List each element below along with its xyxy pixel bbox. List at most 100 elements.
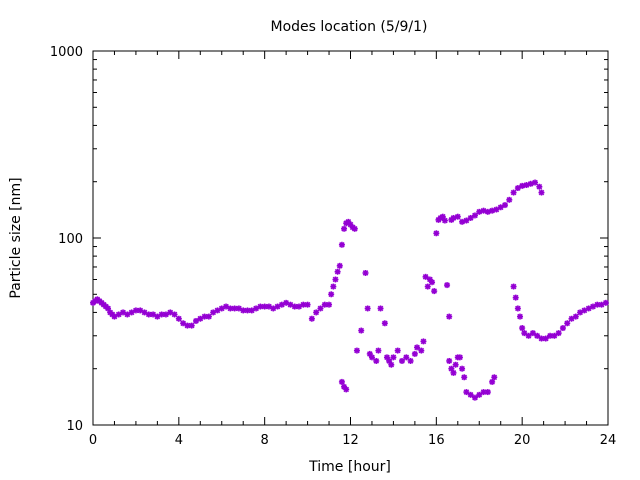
data-point [429,279,436,286]
data-point [313,309,320,316]
data-point [422,273,429,280]
data-point [368,354,375,361]
data-point [330,283,337,290]
data-point [559,325,566,332]
data-point [334,268,341,275]
x-tick-label: 12 [342,433,359,448]
data-point [201,313,208,320]
data-point [519,325,526,332]
data-point [433,230,440,237]
chart-title: Modes location (5/9/1) [271,19,428,35]
data-point [188,322,195,329]
data-point [358,327,365,334]
x-tick-label: 16 [428,433,445,448]
plot-frame [92,50,609,426]
data-point [227,305,234,312]
y-axis-label: Particle size [nm] [8,177,24,298]
data-point [338,241,345,248]
data-point [536,183,543,190]
data-point [538,189,545,196]
data-point [261,303,268,310]
data-point [555,330,562,337]
y-tick-label: 1000 [50,45,83,60]
data-point [304,301,311,308]
data-point [512,294,519,301]
data-point [399,357,405,364]
data-point [572,313,579,320]
data-point [519,182,526,189]
data-point [510,189,517,196]
data-point [431,288,438,295]
axis-ticks [92,50,609,426]
data-point [362,269,369,276]
data-point [180,320,187,327]
data-point [517,313,524,320]
data-point [373,357,380,364]
data-point [538,335,545,342]
data-point [542,335,549,342]
data-point [418,347,425,354]
data-point [476,391,483,398]
data-point [411,350,418,357]
data-point [459,365,466,372]
x-axis-label: Time [hour] [308,459,391,475]
data-point [341,225,348,232]
data-point [471,212,478,219]
x-tick-label: 8 [261,433,269,448]
data-point [502,202,508,209]
data-point [444,282,451,289]
data-point [602,299,609,306]
data-point [441,217,448,224]
data-point [420,338,427,345]
y-tick-label: 100 [58,232,83,247]
data-point [456,354,463,361]
x-tick-label: 24 [600,433,617,448]
data-point [205,313,212,320]
data-point [510,283,517,290]
data-point [336,262,343,269]
data-point [489,378,496,385]
data-point [403,354,410,361]
x-tick-label: 4 [175,433,183,448]
data-point [171,311,178,318]
data-point [388,361,395,368]
data-point [394,347,401,354]
data-point [332,276,339,283]
data-point [525,332,532,339]
x-tick-label: 0 [89,433,97,448]
data-point [407,357,414,364]
data-point [461,374,468,381]
data-point [375,347,382,354]
data-point [551,332,558,339]
data-point [463,217,470,224]
data-point [364,305,371,312]
data-point [491,374,498,381]
data-point [308,315,315,322]
data-point [529,330,536,337]
data-point [532,179,539,186]
data-point [424,283,431,290]
data-point [454,213,461,220]
data-point [343,386,350,393]
data-point [514,305,521,312]
data-point [506,196,513,203]
data-point [175,315,182,322]
data-point [381,320,388,327]
data-point [338,378,345,385]
data-point [450,369,457,376]
data-point [193,317,199,324]
data-point [564,320,571,327]
data-point [521,330,528,337]
data-point [446,313,453,320]
data-point [326,301,333,308]
data-point [497,204,504,211]
data-point [527,180,534,187]
data-points [90,179,609,401]
data-point [317,305,324,312]
data-point [328,291,335,298]
data-point [467,214,474,221]
data-point [594,301,601,308]
data-point [484,389,491,396]
data-point [377,305,384,312]
